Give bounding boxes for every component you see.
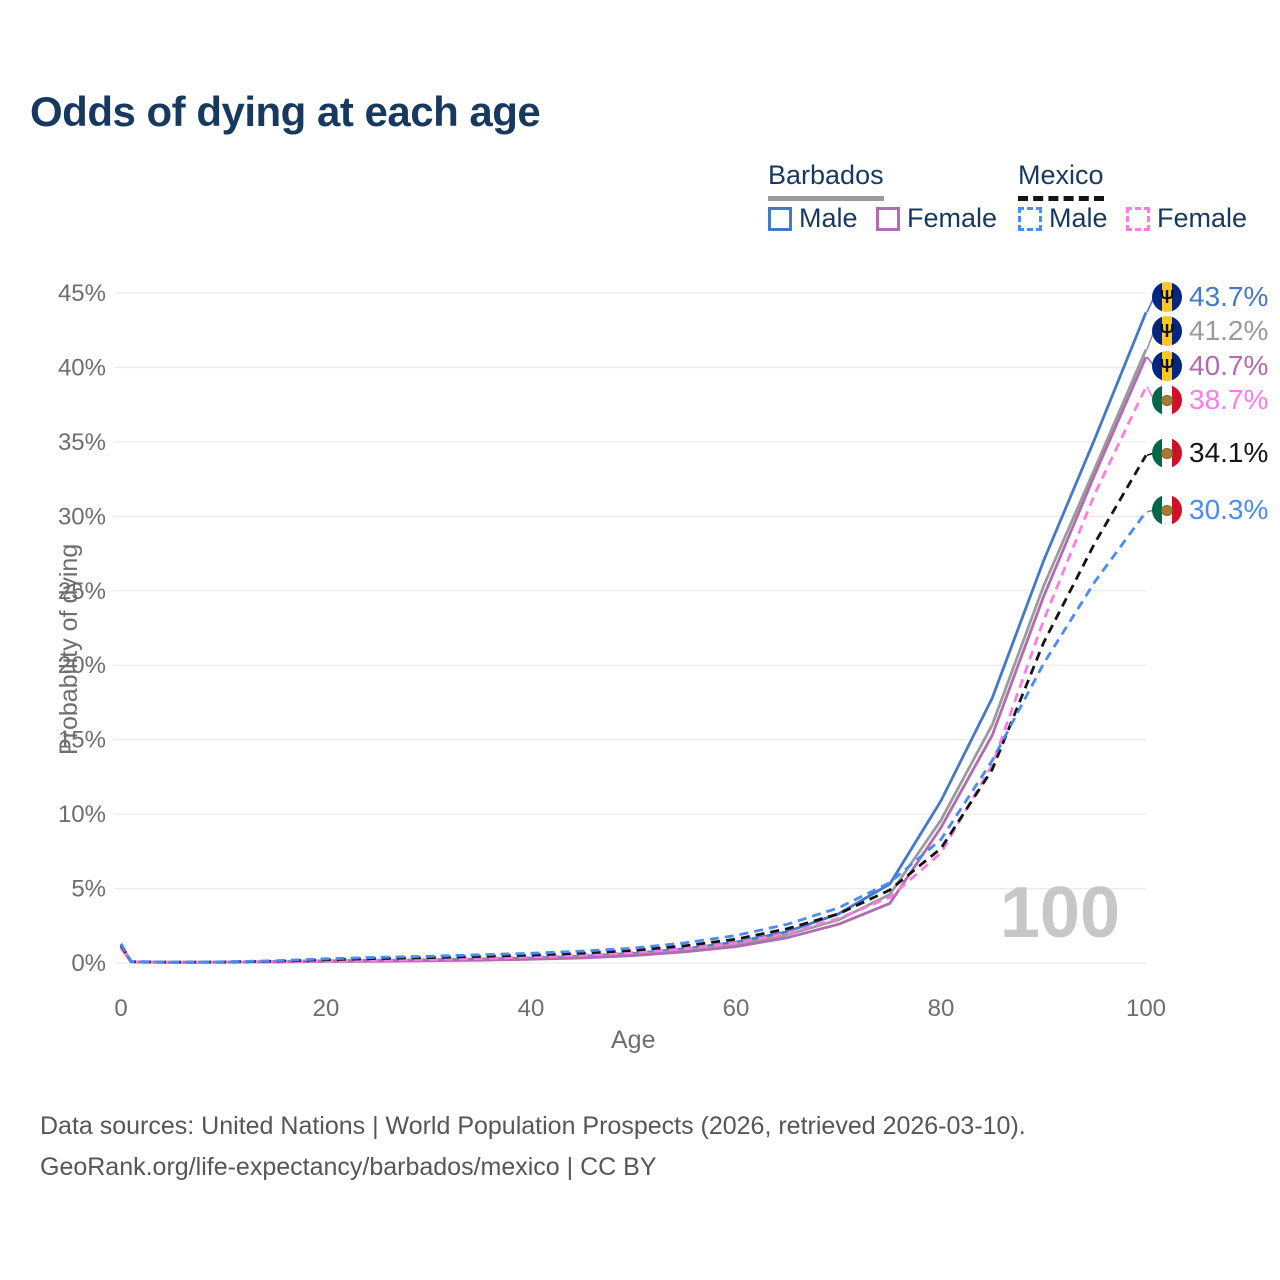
mexico-female-swatch[interactable] xyxy=(1126,206,1150,231)
series-line-mexico_total xyxy=(119,454,1148,964)
end-label-barbados_female: Ψ 40.7% xyxy=(1152,349,1268,383)
end-label-value: 41.2% xyxy=(1189,315,1269,346)
legend-item-barbados-female[interactable]: Female xyxy=(876,203,997,234)
series-line-mexico_male xyxy=(119,511,1148,964)
barbados-female-swatch[interactable] xyxy=(876,206,900,231)
barbados-flag-icon: Ψ xyxy=(1152,282,1182,312)
legend-item-label: Male xyxy=(1049,203,1108,233)
end-label-value: 43.7% xyxy=(1189,281,1269,312)
barbados-flag-icon: Ψ xyxy=(1152,351,1182,381)
legend-item-mexico-female[interactable]: Female xyxy=(1126,203,1247,234)
series-line-barbados_female xyxy=(119,356,1148,964)
mexico-flag-icon xyxy=(1152,495,1182,525)
x-axis-title: Age xyxy=(611,1026,656,1054)
end-label-value: 34.1% xyxy=(1189,437,1269,468)
end-label-mexico_female: 38.7% xyxy=(1152,383,1268,417)
barbados-male-swatch[interactable] xyxy=(768,206,792,231)
mexico-emblem-icon xyxy=(1161,504,1173,516)
page-title: Odds of dying at each age xyxy=(30,88,541,135)
end-label-value: 30.3% xyxy=(1189,494,1269,525)
x-tick-label: 40 xyxy=(518,995,545,1022)
mexico-male-swatch[interactable] xyxy=(1018,206,1042,231)
legend-item-barbados-male[interactable]: Male xyxy=(768,203,858,234)
x-tick-label: 80 xyxy=(928,995,955,1022)
series-line-barbados_male xyxy=(119,311,1148,964)
attribution-line: GeoRank.org/life-expectancy/barbados/mex… xyxy=(40,1153,657,1181)
y-tick-label: 15% xyxy=(58,727,106,754)
footer: Data sources: United Nations | World Pop… xyxy=(40,1106,1026,1188)
y-tick-label: 0% xyxy=(71,950,106,977)
end-label-mexico_male: 30.3% xyxy=(1152,493,1268,527)
end-label-mexico_total: 34.1% xyxy=(1152,436,1268,470)
x-tick-label: 100 xyxy=(1126,995,1166,1022)
y-tick-label: 35% xyxy=(58,429,106,456)
y-tick-label: 20% xyxy=(58,652,106,679)
series-line-mexico_female xyxy=(119,386,1148,964)
y-tick-label: 30% xyxy=(58,503,106,530)
legend-item-label: Female xyxy=(1157,203,1248,233)
y-tick-label: 5% xyxy=(71,876,106,903)
legend-item-label: Male xyxy=(799,203,858,233)
end-label-value: 38.7% xyxy=(1189,384,1269,415)
x-tick-label: 60 xyxy=(723,995,750,1022)
x-tick-label: 20 xyxy=(313,995,340,1022)
end-label-value: 40.7% xyxy=(1189,350,1269,381)
x-tick-label: 0 xyxy=(114,995,127,1022)
data-source-line: Data sources: United Nations | World Pop… xyxy=(40,1112,1026,1140)
y-tick-label: 40% xyxy=(58,354,106,381)
mexico-emblem-icon xyxy=(1161,394,1173,406)
mexico-emblem-icon xyxy=(1161,447,1173,459)
barbados-flag-icon: Ψ xyxy=(1152,316,1182,346)
age-cursor-watermark: 100 xyxy=(999,873,1120,953)
y-tick-label: 25% xyxy=(58,578,106,605)
y-tick-label: 45% xyxy=(58,280,106,307)
legend-group-barbados[interactable]: Barbados xyxy=(768,160,884,201)
legend-item-label: Female xyxy=(907,203,998,233)
end-label-barbados_total: Ψ 41.2% xyxy=(1152,314,1268,348)
mexico-flag-icon xyxy=(1152,385,1182,415)
mexico-flag-icon xyxy=(1152,438,1182,468)
y-tick-label: 10% xyxy=(58,801,106,828)
end-label-barbados_male: Ψ 43.7% xyxy=(1152,280,1268,314)
legend-group-mexico[interactable]: Mexico xyxy=(1018,160,1104,201)
legend-item-mexico-male[interactable]: Male xyxy=(1018,203,1108,234)
y-axis-title: Probability of dying xyxy=(55,543,83,755)
